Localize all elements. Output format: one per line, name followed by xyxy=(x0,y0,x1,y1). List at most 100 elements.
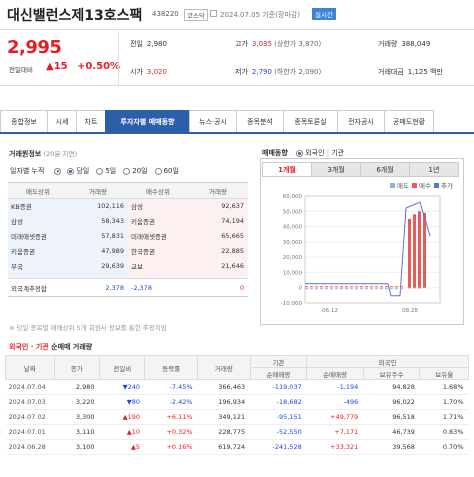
calendar-icon xyxy=(210,10,217,17)
period-tab-6m[interactable]: 6개월 xyxy=(360,162,410,177)
high-price: 고가 3,035 (상한가 3,870) xyxy=(235,40,322,48)
stock-header: 대신밸런스제13호스팩 438220 코스닥 2024.07.05 기준(장마감… xyxy=(0,0,474,30)
cell-ratio: 0.70% xyxy=(419,439,469,455)
tab-news[interactable]: 뉴스·공시 xyxy=(189,110,237,132)
legend-sell-swatch xyxy=(390,183,395,188)
period-selector: 일자별 누적 ▾ 당일 5일 20일 60일 xyxy=(10,167,179,175)
tab-discussion[interactable]: 종목토론실 xyxy=(283,110,338,132)
volume: 거래량 388,049 xyxy=(378,40,431,48)
col-close: 종가 xyxy=(53,355,101,380)
cell-close: 3,300 xyxy=(54,409,100,425)
filter-inst-link[interactable]: 기관 xyxy=(331,149,345,157)
change-label: 전일대비 xyxy=(9,66,33,74)
cell-volume: 349,121 xyxy=(197,409,251,425)
period-tab-3m[interactable]: 3개월 xyxy=(311,162,361,177)
foreign-estimate-row: 외국계추정합 2,378 -2,378 0 xyxy=(8,278,248,297)
tab-chart[interactable]: 차트 xyxy=(76,110,106,132)
cell-foreign: +49,779 xyxy=(306,409,364,425)
legend-price-swatch xyxy=(434,183,439,188)
cell-inst: -52,550 xyxy=(250,424,307,440)
trading-title: 거래원정보 (20분 지연) xyxy=(9,150,77,158)
header-sell-vol: 거래량 xyxy=(68,182,128,199)
period-tab-1m[interactable]: 1개월 xyxy=(262,162,312,177)
divider xyxy=(118,31,119,86)
table-row: 2024.06.28 3,100 ▲5 +0.16% 619,724 -241,528 +3… xyxy=(5,439,469,455)
cell-ratio: 1.71% xyxy=(419,409,469,425)
legend-price-label: 추가 xyxy=(441,181,453,190)
trend-chart: 매도 매수 추가 60,000 50,000 40,000 30,000 20,000 1… xyxy=(281,181,453,314)
buy-bar xyxy=(423,212,426,288)
cell-close: 3,110 xyxy=(54,424,100,440)
chart-legend: 매도 매수 추가 xyxy=(390,181,453,190)
group-foreign: 외국인 xyxy=(306,355,469,368)
header-sell-top: 매도상위 xyxy=(8,182,68,199)
y-tick-label: 30,000 xyxy=(283,240,303,246)
cell-close: 3,100 xyxy=(54,439,100,455)
x-tick-label: 06.12 xyxy=(322,308,338,314)
legend-buy-label: 매수 xyxy=(419,182,431,190)
cell-holding: 96,022 xyxy=(363,394,420,410)
legend-buy-swatch xyxy=(412,183,417,188)
cell-date: 2024.06.28 xyxy=(5,439,55,455)
period-radio-20d[interactable] xyxy=(123,167,131,175)
table-row: 부국 29,639 교보 21,646 xyxy=(8,258,248,274)
price-line xyxy=(305,201,431,297)
sell-bar xyxy=(408,287,411,289)
trend-chart-frame xyxy=(260,158,464,325)
base-date: 2024.07.05 기준(장마감) xyxy=(220,11,300,19)
prev-close: 전일 2,980 xyxy=(130,40,167,48)
tab-quote[interactable]: 시세 xyxy=(47,110,77,132)
col-rate: 등락률 xyxy=(144,355,199,380)
table-row: 2024.07.04 2,980 ▼240 -7.45% 366,463 -119,037… xyxy=(5,379,469,395)
period-radio-today[interactable] xyxy=(67,167,75,175)
cell-inst: -119,037 xyxy=(250,379,307,395)
period-radio-5d[interactable] xyxy=(96,167,104,175)
tab-disclosure[interactable]: 전자공시 xyxy=(337,110,385,132)
y-tick-label: 50,000 xyxy=(283,209,303,215)
trend-title: 매매동향 외국인 | 기관 xyxy=(262,149,345,157)
change-value: ▲15 xyxy=(46,61,68,72)
table-row: 미래에셋증권 57,831 미래에셋증권 65,665 xyxy=(8,228,248,244)
col-volume: 거래량 xyxy=(197,355,251,380)
tab-summary[interactable]: 종합정보 xyxy=(0,110,48,132)
chart-period-tabs: 1개월 3개월 6개월 1년 xyxy=(262,162,459,177)
cell-date: 2024.07.01 xyxy=(5,424,55,440)
cell-foreign: +7,171 xyxy=(306,424,364,440)
col-change: 전일비 xyxy=(98,355,146,380)
legend-sell-label: 매도 xyxy=(397,182,409,190)
y-tick-label: 20,000 xyxy=(283,255,303,261)
cell-volume: 196,934 xyxy=(197,394,251,410)
period-tab-1y[interactable]: 1년 xyxy=(409,162,459,177)
period-radio-60d[interactable] xyxy=(154,167,162,175)
col-date: 날짜 xyxy=(5,355,55,380)
price-summary: 2,995 전일대비 ▲15 +0.50% 전일 2,980 고가 3,035 (상… xyxy=(0,31,474,86)
estimate-note: ※ 당일 종목별 매매상위 5개 회원사 정보를 통한 추정치임 xyxy=(9,324,167,332)
filter-foreign-radio[interactable] xyxy=(296,149,304,157)
cell-date: 2024.07.02 xyxy=(5,409,55,425)
table-row: 키움증권 47,989 한국증권 22,885 xyxy=(8,243,248,259)
tab-short-selling[interactable]: 공매도현황 xyxy=(384,110,434,132)
cell-rate: +0.32% xyxy=(144,424,198,440)
buy-bar xyxy=(413,214,416,288)
change-percent: +0.50% xyxy=(77,61,121,72)
cell-volume: 366,463 xyxy=(197,379,251,395)
trade-amount: 거래대금 1,125 백만 xyxy=(378,68,443,76)
realtime-button[interactable]: 실시간 xyxy=(312,8,336,20)
y-tick-label: 0 xyxy=(299,286,303,292)
cell-holding: 46,739 xyxy=(363,424,420,440)
cell-ratio: 1.68% xyxy=(419,379,469,395)
cell-close: 2,980 xyxy=(54,379,100,395)
cell-inst: -241,528 xyxy=(250,439,307,455)
tab-investor-trend[interactable]: 투자자별 매매동향 xyxy=(105,110,190,132)
buy-bar xyxy=(418,211,421,288)
current-price: 2,995 xyxy=(7,37,62,58)
col-inst-net: 순매매량 xyxy=(249,367,308,380)
cell-rate: +0.16% xyxy=(144,439,198,455)
tab-analysis[interactable]: 종목분석 xyxy=(236,110,284,132)
cell-date: 2024.07.04 xyxy=(5,379,55,395)
help-icon[interactable]: ▾ xyxy=(54,167,62,175)
cell-rate: -2.42% xyxy=(144,394,198,410)
table-row: 2024.07.01 3,110 ▲10 +0.32% 228,775 -52,550 +7… xyxy=(5,424,469,440)
col-ratio: 보유율 xyxy=(419,367,469,380)
cell-change: ▼80 xyxy=(99,394,145,410)
